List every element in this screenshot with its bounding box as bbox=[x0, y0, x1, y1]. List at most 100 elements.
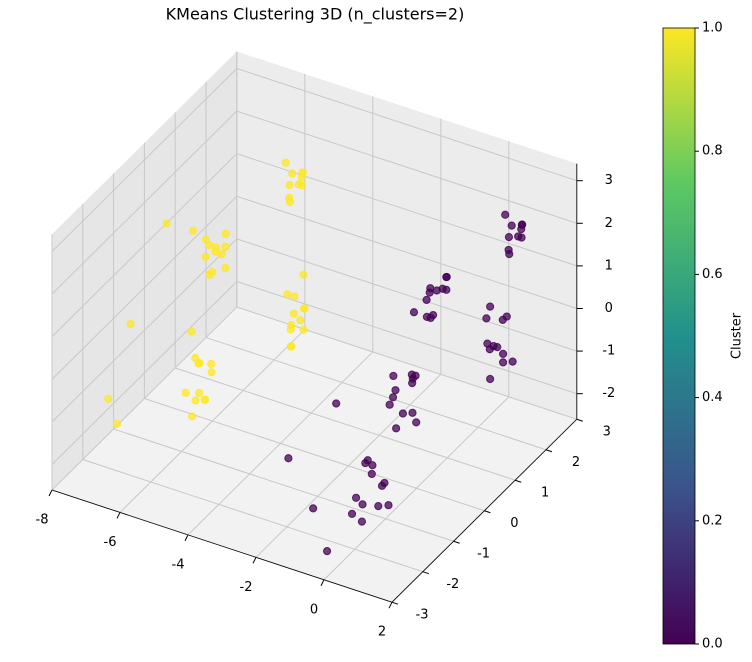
data-point bbox=[486, 302, 495, 311]
data-point bbox=[285, 197, 294, 207]
grid-line bbox=[51, 110, 238, 295]
data-point bbox=[432, 286, 441, 295]
data-point bbox=[508, 357, 517, 366]
tick-mark bbox=[391, 601, 399, 605]
data-point bbox=[357, 517, 367, 526]
grid-line bbox=[51, 238, 238, 423]
z-tick-label: 1 bbox=[605, 258, 613, 273]
axis-line bbox=[51, 489, 393, 603]
data-point bbox=[332, 399, 341, 408]
data-point bbox=[422, 312, 432, 322]
colorbar-tick-label: 0.0 bbox=[702, 637, 723, 652]
panes bbox=[48, 51, 583, 609]
chart-title: KMeans Clustering 3D (n_clusters=2) bbox=[166, 5, 465, 25]
data-point bbox=[482, 314, 491, 323]
x-tick-label: 2 bbox=[378, 625, 386, 640]
data-point bbox=[287, 342, 296, 351]
grid-line bbox=[236, 238, 577, 352]
data-point bbox=[191, 353, 200, 363]
data-point bbox=[281, 158, 290, 167]
grid-line bbox=[82, 459, 423, 573]
data-point bbox=[289, 309, 298, 318]
data-point bbox=[442, 272, 451, 282]
data-point bbox=[389, 371, 398, 381]
data-point bbox=[380, 478, 389, 488]
x-tick-label: -2 bbox=[240, 580, 253, 595]
data-point bbox=[126, 319, 135, 328]
data-point bbox=[296, 316, 305, 325]
data-point bbox=[501, 210, 510, 219]
tick-mark bbox=[48, 489, 53, 497]
tick-mark bbox=[388, 601, 393, 609]
data-point bbox=[391, 386, 400, 395]
data-point bbox=[298, 168, 307, 177]
data-point bbox=[188, 412, 197, 421]
tick-mark bbox=[453, 540, 460, 544]
data-point bbox=[299, 325, 308, 335]
grid-line bbox=[113, 428, 454, 542]
data-point bbox=[504, 232, 514, 242]
z-tick-label: 3 bbox=[605, 173, 613, 188]
grid-line bbox=[236, 195, 577, 309]
data-point bbox=[286, 325, 295, 334]
data-point bbox=[489, 341, 498, 351]
data-point bbox=[221, 229, 230, 238]
data-point bbox=[367, 469, 376, 479]
data-point bbox=[104, 394, 113, 403]
data-point bbox=[285, 180, 294, 190]
data-point bbox=[514, 232, 523, 241]
data-point bbox=[201, 252, 210, 261]
colorbar bbox=[662, 27, 696, 645]
z-tick-label: 2 bbox=[605, 216, 613, 231]
data-point bbox=[195, 388, 204, 398]
tick-mark bbox=[422, 571, 429, 575]
tick-mark bbox=[116, 512, 121, 519]
data-point bbox=[368, 461, 377, 470]
grid-line bbox=[236, 68, 577, 182]
tick-mark bbox=[515, 479, 522, 483]
colorbar-tick-label: 0.8 bbox=[702, 144, 723, 159]
y-tick-label: -1 bbox=[477, 547, 490, 562]
data-point bbox=[518, 220, 527, 229]
data-point bbox=[411, 371, 420, 380]
tick-mark bbox=[484, 510, 491, 514]
data-point bbox=[486, 374, 495, 384]
colorbar-tick-label: 0.4 bbox=[702, 390, 723, 405]
y-tick-label: -3 bbox=[416, 608, 429, 623]
data-point bbox=[162, 219, 171, 228]
data-point bbox=[112, 419, 121, 428]
data-point bbox=[502, 312, 511, 321]
data-point bbox=[188, 226, 198, 235]
z-tick-label: 0 bbox=[605, 301, 613, 316]
data-point bbox=[347, 509, 357, 518]
back-pane bbox=[236, 51, 577, 420]
grid-line bbox=[144, 398, 485, 512]
grid-line bbox=[51, 153, 238, 337]
y-tick-label: 0 bbox=[510, 516, 518, 531]
data-point bbox=[398, 409, 408, 418]
data-point bbox=[221, 242, 230, 251]
data-point bbox=[283, 290, 292, 299]
data-point bbox=[505, 249, 514, 259]
data-point bbox=[425, 288, 434, 297]
data-point bbox=[322, 547, 332, 556]
grid-line bbox=[175, 367, 516, 481]
data-point bbox=[221, 263, 230, 273]
axis-line bbox=[391, 418, 578, 603]
grid-line bbox=[51, 68, 238, 252]
data-point bbox=[392, 424, 401, 433]
data-point bbox=[351, 493, 361, 502]
data-point bbox=[384, 501, 393, 510]
plot-area bbox=[104, 158, 527, 556]
grid-line bbox=[205, 337, 547, 451]
colorbar-tick-label: 1.0 bbox=[702, 21, 723, 36]
y-tick-label: 1 bbox=[541, 486, 549, 501]
colorbar-tick-label: 0.6 bbox=[702, 267, 723, 282]
data-point bbox=[207, 368, 216, 377]
data-point bbox=[205, 270, 214, 279]
z-tick-label: -1 bbox=[602, 344, 615, 359]
tick-mark bbox=[576, 418, 583, 422]
data-point bbox=[207, 359, 216, 368]
data-point bbox=[191, 396, 200, 405]
data-point bbox=[211, 247, 220, 256]
